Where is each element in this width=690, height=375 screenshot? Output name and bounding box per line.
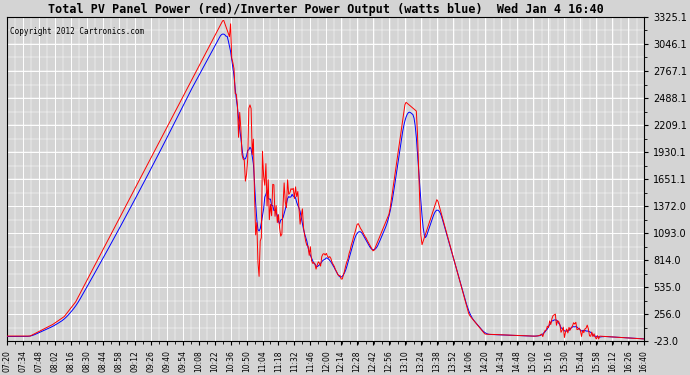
Title: Total PV Panel Power (red)/Inverter Power Output (watts blue)  Wed Jan 4 16:40: Total PV Panel Power (red)/Inverter Powe…: [48, 3, 604, 16]
Text: Copyright 2012 Cartronics.com: Copyright 2012 Cartronics.com: [10, 27, 145, 36]
